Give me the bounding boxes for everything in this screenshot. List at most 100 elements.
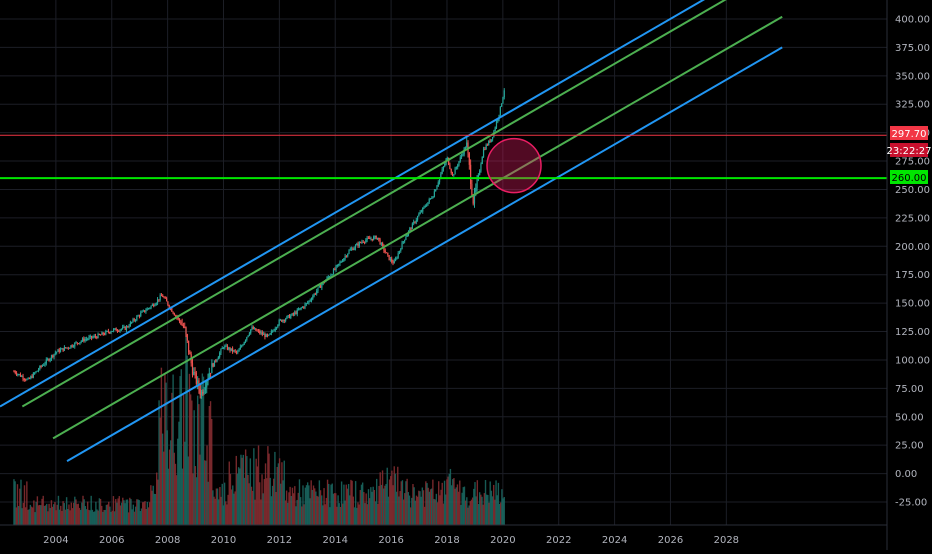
candle-body [59, 349, 62, 352]
candle-body [319, 285, 322, 288]
candle-body [286, 316, 288, 319]
candle-body [149, 307, 151, 309]
volume-bar [205, 460, 207, 525]
channel-line[interactable] [52, 15, 783, 440]
volume-bar [35, 501, 37, 525]
candle-body [350, 248, 353, 250]
trend-channel[interactable] [0, 0, 783, 462]
volume-bar [41, 498, 43, 525]
volume-bar [326, 479, 329, 525]
candle-body [84, 339, 86, 341]
volume-bar [208, 406, 211, 525]
candle-body [41, 365, 44, 367]
candle-body [250, 329, 252, 334]
candle-body [305, 303, 307, 305]
volume-bar [85, 509, 88, 525]
volume-bar [356, 507, 358, 525]
volume-bar [124, 503, 126, 525]
price-axis[interactable]: 400.00375.00350.00325.00300.00275.00250.… [886, 0, 930, 550]
candle-body [66, 347, 68, 349]
volume-bar [68, 504, 70, 525]
volume-bar [150, 485, 152, 525]
candle-body [131, 321, 133, 323]
candle-body [72, 346, 75, 348]
volume-bar [146, 501, 149, 525]
highlight-circle[interactable] [486, 137, 542, 194]
channel-line[interactable] [0, 0, 782, 408]
candle-body [353, 248, 355, 251]
candle-body [159, 295, 161, 300]
candle-body [374, 235, 376, 237]
volume-bar [457, 491, 460, 525]
volume-bar [218, 499, 220, 525]
candle-body [431, 198, 433, 200]
volume-bar [14, 481, 16, 525]
candle-body [274, 328, 276, 331]
candle-body [110, 331, 112, 333]
volume-bar [456, 484, 459, 525]
volume-bar [278, 458, 281, 525]
volume-bar [31, 507, 34, 525]
candle-body [123, 326, 125, 328]
volume-bar [455, 487, 457, 525]
time-axis[interactable]: 2004 2006 2008 2010 2012 2014 2016 2018 2020 2022… [0, 524, 887, 546]
volume-bar [81, 502, 83, 525]
candle-body [394, 258, 397, 261]
candle-body [454, 168, 456, 175]
candle-body [365, 240, 367, 243]
time-axis-label: 2014 [323, 535, 348, 546]
candle-body [360, 242, 362, 244]
price-axis-label: 375.00 [895, 43, 930, 54]
horizontal-levels[interactable] [0, 134, 887, 180]
volume-bar [405, 481, 407, 525]
candle-body [140, 312, 142, 317]
price-axis-label: 325.00 [895, 100, 930, 111]
candle-body [155, 303, 157, 305]
candle-body [167, 301, 169, 306]
volume-bar [442, 503, 445, 525]
volume-bar [351, 480, 353, 525]
channel-line[interactable] [66, 46, 783, 462]
candle-body [392, 261, 394, 264]
channel-line[interactable] [21, 0, 782, 408]
time-axis-label: 2012 [267, 535, 292, 546]
volume-bar [277, 463, 280, 525]
volume-bar [289, 486, 291, 525]
volume-bar [157, 479, 159, 525]
volume-bar [365, 493, 367, 525]
volume-bar [55, 510, 57, 525]
volume-bar [407, 492, 409, 525]
candle-body [175, 315, 177, 317]
candle-body [101, 332, 103, 335]
volume-bar [21, 508, 23, 525]
volume-bar [188, 373, 191, 525]
volume-bar [248, 483, 250, 525]
candle-body [331, 274, 333, 276]
volume-bar [447, 476, 449, 525]
price-axis-label: -25.00 [895, 498, 927, 509]
highlight-zone[interactable] [486, 137, 542, 194]
volume-bar [171, 392, 173, 525]
volume-bar [268, 453, 270, 525]
volume-bar [13, 479, 15, 525]
volume-bar [438, 481, 440, 525]
candle-body [231, 348, 234, 352]
candle-body [418, 214, 420, 217]
candle-body [339, 262, 341, 264]
candle-body [494, 127, 496, 131]
candle-body [451, 172, 454, 175]
candle-body [14, 371, 16, 374]
candle-body [396, 257, 398, 259]
candle-body [222, 347, 225, 349]
volume-bar [482, 504, 484, 525]
time-axis-label: 2004 [43, 535, 68, 546]
candle-body [204, 387, 207, 391]
volume-bar [179, 376, 181, 525]
volume-bar [235, 455, 237, 525]
volume-bar [133, 511, 136, 525]
candle-body [285, 318, 287, 321]
volume-bar [475, 496, 477, 525]
volume-bar [312, 485, 315, 525]
